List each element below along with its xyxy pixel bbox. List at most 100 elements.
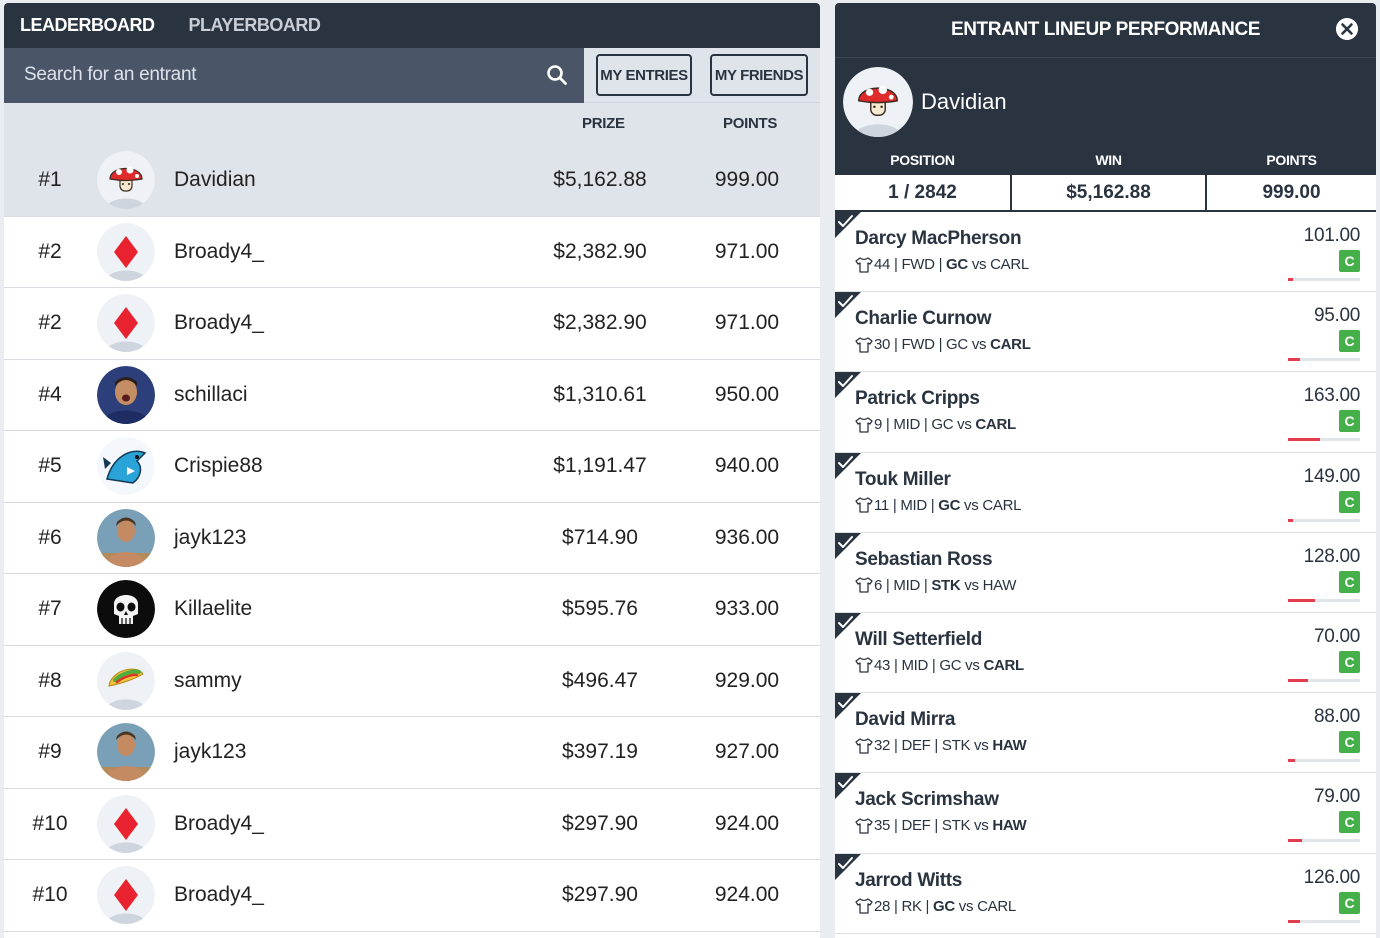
leaderboard-row[interactable]: #1 Davidian $5,162.88 999.00 <box>4 145 820 217</box>
entrant-name[interactable]: Broady4_ <box>174 239 264 263</box>
player-name: Will Setterfield <box>855 628 982 650</box>
leaderboard-row[interactable]: #5 Crispie88 $1,191.47 940.00 <box>4 431 820 503</box>
home-team: GC <box>938 496 961 514</box>
entrant-name[interactable]: sammy <box>174 668 242 692</box>
versus-label: vs <box>960 496 983 514</box>
player-details: 11 | MID | GC vs CARL <box>855 497 1021 514</box>
search-icon[interactable] <box>546 64 568 86</box>
mushroom-icon <box>97 151 155 210</box>
jersey-number: 44 <box>874 256 891 273</box>
player-row[interactable]: David Mirra 32 | DEF | STK vs HAW 88.00 C <box>835 693 1376 774</box>
mushroom-icon <box>843 66 913 137</box>
player-list: Darcy MacPherson 44 | FWD | GC vs CARL 101… <box>835 212 1376 934</box>
progress-fill <box>1288 759 1296 763</box>
progress-fill <box>1288 518 1294 522</box>
separator: | <box>882 416 894 434</box>
progress-bar <box>1288 759 1360 763</box>
stat-position: POSITION 1 / 2842 <box>835 145 1012 212</box>
entrant-name[interactable]: Davidian <box>174 168 256 192</box>
stat-win: WIN $5,162.88 <box>1012 145 1207 212</box>
jersey-icon <box>855 256 873 273</box>
prize-value: $397.19 <box>562 740 638 764</box>
jersey-number: 9 <box>874 416 883 434</box>
player-row[interactable]: Jack Scrimshaw 35 | DEF | STK vs HAW 79.00… <box>835 773 1376 854</box>
my-friends-button[interactable]: MY FRIENDS <box>710 54 808 96</box>
rank-label: #1 <box>38 168 62 192</box>
leaderboard-row[interactable]: #2 Broady4_ $2,382.90 971.00 <box>4 288 820 360</box>
player-points: 70.00 <box>1313 625 1360 647</box>
leaderboard-row[interactable]: #6 jayk123 $714.90 936.00 <box>4 502 820 574</box>
entrant-name[interactable]: Killaelite <box>174 597 253 621</box>
rank-label: #6 <box>38 525 62 549</box>
panel-title: ENTRANT LINEUP PERFORMANCE <box>950 19 1261 40</box>
corner-check-icon <box>835 853 861 880</box>
player-details: 6 | MID | STK vs HAW <box>855 577 1016 594</box>
player-position: MID <box>893 416 920 434</box>
progress-fill <box>1288 358 1300 362</box>
player-row[interactable]: Sebastian Ross 6 | MID | STK vs HAW 128.00… <box>835 532 1376 613</box>
leaderboard-row[interactable]: #9 jayk123 $397.19 927.00 <box>4 717 820 789</box>
avatar <box>97 365 155 424</box>
player-row[interactable]: Patrick Cripps 9 | MID | GC vs CARL 163.00… <box>835 372 1376 453</box>
entrant-name: Davidian <box>921 88 1007 114</box>
skull-icon <box>97 580 155 639</box>
leaderboard-row[interactable]: #7 Killaelite $595.76 933.00 <box>4 574 820 646</box>
jersey-icon <box>855 417 873 433</box>
avatar <box>97 580 155 639</box>
player-row[interactable]: Touk Miller 11 | MID | GC vs CARL 149.00 C <box>835 452 1376 533</box>
corner-check-icon <box>835 452 861 479</box>
entrant-name[interactable]: Broady4_ <box>174 811 264 835</box>
progress-fill <box>1288 438 1321 442</box>
search-input[interactable] <box>24 64 504 86</box>
prize-value: $297.90 <box>562 883 638 907</box>
player-points: 149.00 <box>1303 465 1361 487</box>
player-row[interactable]: Will Setterfield 43 | MID | GC vs CARL 70.… <box>835 612 1376 694</box>
entrant-name[interactable]: Crispie88 <box>174 454 263 478</box>
player-position: FWD <box>901 336 935 354</box>
separator: | <box>926 496 939 514</box>
leaderboard-list: #1 Davidian $5,162.88 999.00 #2 Broady4_ $2,38… <box>4 145 820 932</box>
prize-value: $5,162.88 <box>553 168 647 192</box>
close-icon[interactable] <box>1336 18 1358 40</box>
player-row[interactable]: Darcy MacPherson 44 | FWD | GC vs CARL 101… <box>835 212 1376 293</box>
rank-label: #5 <box>38 454 62 478</box>
player-points: 101.00 <box>1303 225 1361 246</box>
entrant-name[interactable]: jayk123 <box>174 525 247 549</box>
separator: | <box>890 336 902 354</box>
prize-value: $595.76 <box>562 597 638 621</box>
entrant-name[interactable]: Broady4_ <box>174 311 264 335</box>
leaderboard-row[interactable]: #10 Broady4_ $297.90 924.00 <box>4 860 820 932</box>
entrant-name[interactable]: jayk123 <box>174 740 247 764</box>
prize-value: $714.90 <box>562 525 638 549</box>
player-name: Jarrod Witts <box>855 869 963 891</box>
captain-badge: C <box>1339 250 1360 272</box>
points-value: 933.00 <box>714 597 780 621</box>
captain-badge: C <box>1339 410 1360 433</box>
jersey-number: 28 <box>874 897 891 915</box>
points-value: 927.00 <box>714 740 780 764</box>
jersey-number: 43 <box>874 656 891 674</box>
leaderboard-row[interactable]: #10 Broady4_ $297.90 924.00 <box>4 788 820 860</box>
separator: | <box>920 416 932 434</box>
away-team: CARL <box>990 256 1029 273</box>
leaderboard-panel: LEADERBOARD PLAYERBOARD MY ENTRIES MY FR… <box>4 3 820 938</box>
progress-fill <box>1288 598 1316 602</box>
player-row[interactable]: Charlie Curnow 30 | FWD | GC vs CARL 95.00… <box>835 292 1376 373</box>
leaderboard-row[interactable]: #4 schillaci $1,310.61 950.00 <box>4 359 820 431</box>
entrant-name[interactable]: Broady4_ <box>174 883 264 907</box>
tab-playerboard[interactable]: PLAYERBOARD <box>188 15 321 35</box>
prize-column-header[interactable]: PRIZE <box>582 115 625 132</box>
player-row[interactable]: Jarrod Witts 28 | RK | GC vs CARL 126.00 C <box>835 853 1376 934</box>
jersey-number: 6 <box>874 576 883 594</box>
rank-label: #7 <box>38 597 62 621</box>
corner-check-icon <box>835 292 861 319</box>
my-entries-button[interactable]: MY ENTRIES <box>596 54 692 96</box>
progress-bar <box>1288 678 1360 682</box>
entrant-name[interactable]: schillaci <box>174 382 248 406</box>
versus-label: vs <box>960 576 983 594</box>
tab-leaderboard[interactable]: LEADERBOARD <box>20 15 155 35</box>
leaderboard-row[interactable]: #2 Broady4_ $2,382.90 971.00 <box>4 216 820 288</box>
captain-badge: C <box>1339 330 1360 353</box>
leaderboard-row[interactable]: #8 sammy $496.47 929.00 <box>4 645 820 717</box>
points-column-header[interactable]: POINTS <box>723 115 778 132</box>
